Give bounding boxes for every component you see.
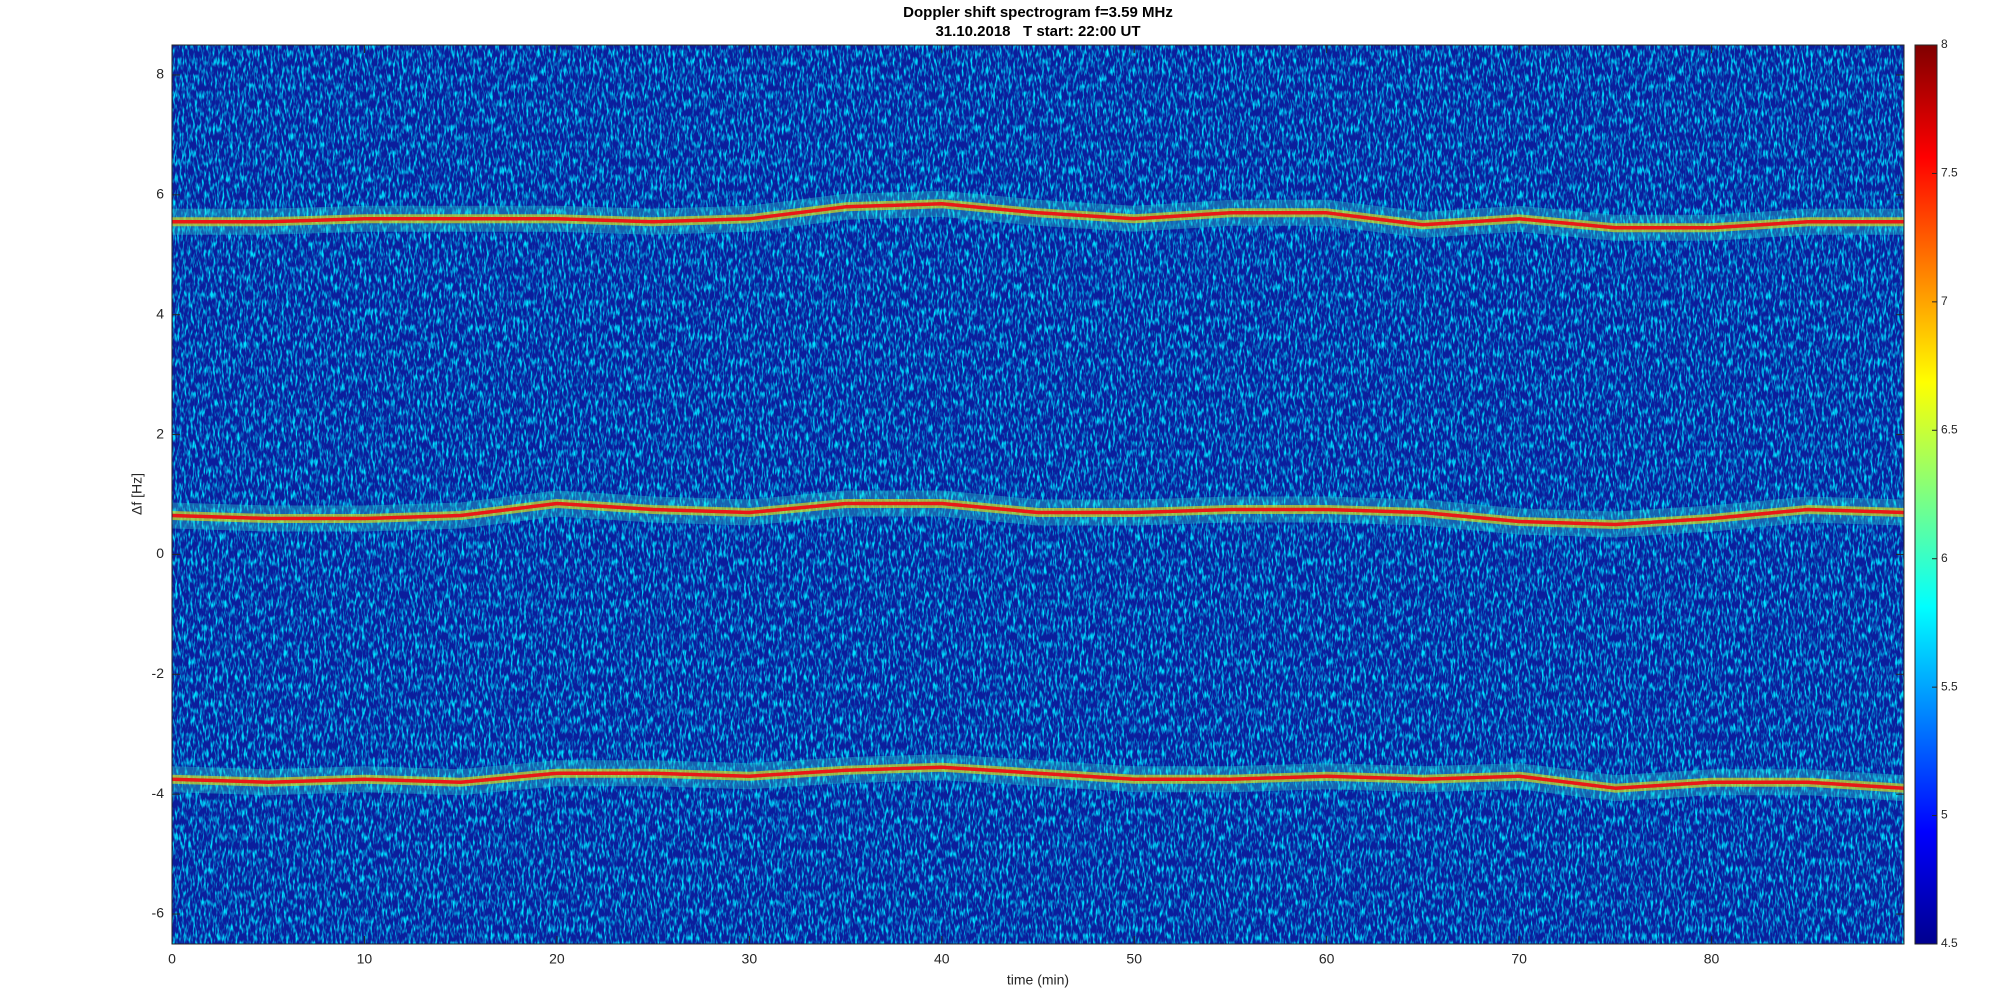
colorbar-tick-label: 8 bbox=[1941, 37, 1948, 51]
y-tick-label: 8 bbox=[156, 66, 164, 82]
x-tick-label: 60 bbox=[1319, 951, 1335, 967]
plot-frame bbox=[171, 44, 1905, 945]
x-tick-label: 10 bbox=[357, 951, 373, 967]
chart-subtitle: 31.10.2018 T start: 22:00 UT bbox=[935, 23, 1140, 40]
y-tick-label: 2 bbox=[156, 425, 164, 441]
x-tick-label: 0 bbox=[168, 951, 176, 967]
x-tick-label: 20 bbox=[549, 951, 565, 967]
colorbar-tick-label: 4.5 bbox=[1941, 936, 1958, 950]
colorbar-tick-label: 5 bbox=[1941, 808, 1948, 822]
chart-title: Doppler shift spectrogram f=3.59 MHz bbox=[903, 4, 1173, 21]
colorbar-tick-label: 6.5 bbox=[1941, 422, 1958, 436]
y-tick-label: 4 bbox=[156, 305, 164, 321]
noise-texture bbox=[172, 45, 1904, 944]
x-tick-label: 80 bbox=[1704, 951, 1720, 967]
colorbar-tick-label: 5.5 bbox=[1941, 679, 1958, 693]
y-tick-label: -6 bbox=[152, 905, 165, 921]
y-tick-label: -4 bbox=[152, 785, 165, 801]
trace-line bbox=[172, 501, 1904, 527]
trace-line bbox=[172, 202, 1904, 230]
y-tick-label: 0 bbox=[156, 545, 164, 561]
y-tick-label: 6 bbox=[156, 186, 164, 202]
traces bbox=[172, 190, 1904, 802]
x-tick-label: 70 bbox=[1511, 951, 1527, 967]
x-tick-label: 30 bbox=[742, 951, 758, 967]
y-tick-label: -2 bbox=[152, 665, 165, 681]
trace-line bbox=[172, 765, 1904, 790]
x-tick-label: 40 bbox=[934, 951, 950, 967]
colorbar-tick-label: 7 bbox=[1941, 294, 1948, 308]
y-axis-label: Δf [Hz] bbox=[129, 473, 145, 515]
colorbar-tick-label: 7.5 bbox=[1941, 166, 1958, 180]
colorbar-tick-label: 6 bbox=[1941, 551, 1948, 565]
x-axis-label: time (min) bbox=[1007, 972, 1069, 988]
x-tick-label: 50 bbox=[1126, 951, 1142, 967]
colorbar bbox=[1914, 44, 1938, 945]
